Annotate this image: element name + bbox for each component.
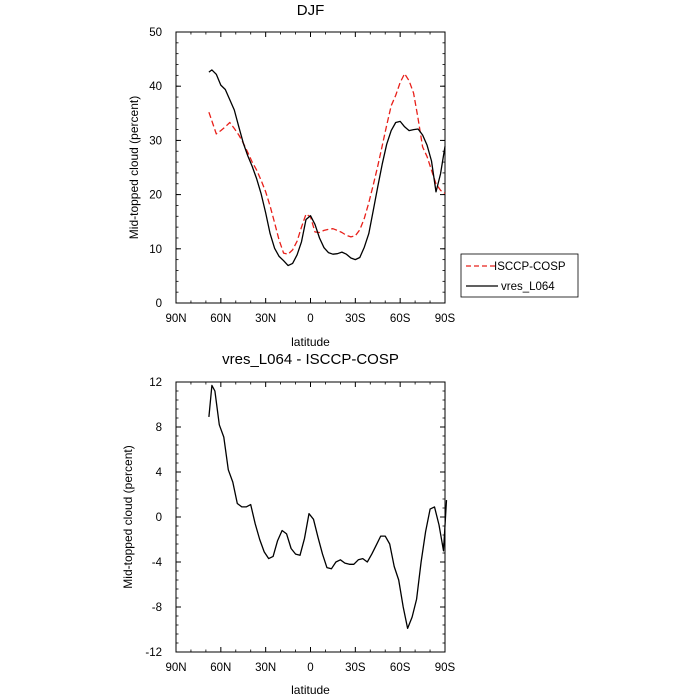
x-tick-label: 60N: [210, 662, 231, 674]
legend-label-vres-l064: vres_L064: [501, 281, 555, 293]
legend-label-isccp-cosp: ISCCP-COSP: [494, 261, 566, 273]
y-tick-label: -8: [152, 602, 162, 614]
x-axis-label: latitude: [291, 683, 330, 697]
x-tick-label: 0: [307, 662, 313, 674]
y-tick-label: 0: [156, 298, 162, 310]
axis-ticks: 90N 60N 30N 0 30S 60S 90S -12 -8 -4 0 4 8 12: [145, 377, 455, 674]
x-tick-label: 30N: [255, 313, 276, 325]
x-tick-label: 90S: [435, 313, 456, 325]
x-tick-label: 30N: [255, 662, 276, 674]
y-tick-label: 50: [149, 27, 162, 39]
x-tick-label: 90S: [435, 662, 456, 674]
x-tick-label: 0: [307, 313, 313, 325]
series-line-series-0: [208, 384, 448, 630]
y-tick-label: 40: [149, 81, 162, 93]
difference-panel: vres_L064 - ISCCP-COSP 90N 60N 30N 0 30S 60S 9…: [121, 351, 456, 697]
y-tick-label: 10: [149, 244, 162, 256]
y-tick-label: 8: [156, 422, 162, 434]
series-layer: [208, 384, 448, 630]
y-tick-label: 20: [149, 190, 162, 202]
chart-title: DJF: [297, 2, 325, 19]
y-tick-label: 0: [156, 512, 162, 524]
x-tick-label: 90N: [165, 313, 186, 325]
axis-ticks: 90N 60N 30N 0 30S 60S 90S 0 10 20 30 40 50: [149, 27, 455, 325]
series-line-isccp-cosp: [208, 73, 446, 255]
y-axis-label: Mid-topped cloud (percent): [127, 96, 141, 239]
djf-panel: DJF 90N 60N 30N 0 30S 60S 90S 0 10 20 30 40 50 latit…: [127, 2, 579, 349]
series-line-vres-l064: [208, 69, 446, 267]
plot-frame: [175, 31, 446, 304]
x-tick-label: 30S: [345, 662, 366, 674]
y-tick-label: 4: [156, 467, 163, 479]
legend: ISCCP-COSP vres_L064: [460, 253, 579, 298]
y-tick-label: 30: [149, 135, 162, 147]
y-axis-label: Mid-topped cloud (percent): [121, 445, 135, 588]
y-tick-label: -12: [145, 647, 162, 659]
x-tick-label: 90N: [165, 662, 186, 674]
x-tick-label: 60N: [210, 313, 231, 325]
legend-box: [460, 253, 579, 298]
y-tick-label: -4: [152, 557, 163, 569]
x-axis-label: latitude: [291, 335, 330, 349]
y-tick-label: 12: [149, 377, 162, 389]
x-tick-label: 60S: [390, 313, 411, 325]
x-tick-label: 60S: [390, 662, 411, 674]
x-tick-label: 30S: [345, 313, 366, 325]
chart-title: vres_L064 - ISCCP-COSP: [222, 351, 399, 368]
series-layer: [208, 69, 446, 267]
